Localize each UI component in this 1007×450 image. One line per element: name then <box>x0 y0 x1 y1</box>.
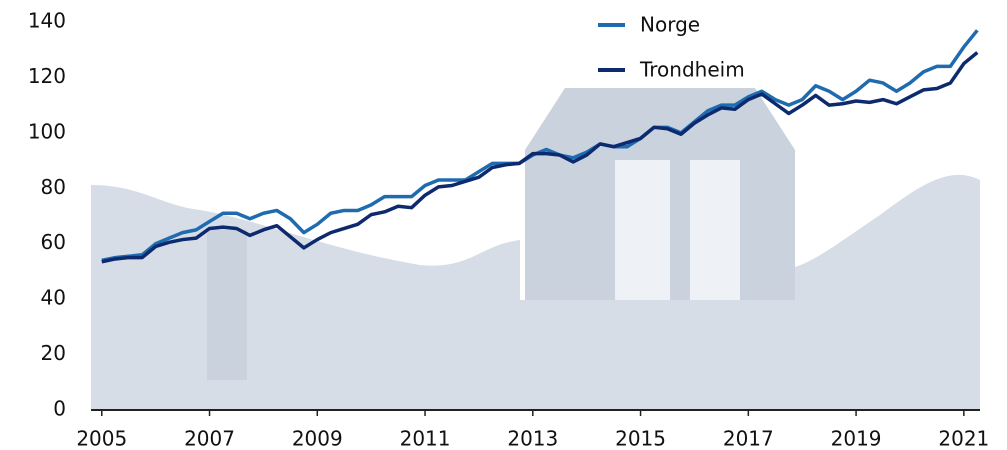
legend: Norge Trondheim <box>598 13 745 82</box>
x-tick-label: 2009 <box>292 427 343 450</box>
x-tick-label: 2019 <box>831 427 882 450</box>
x-tick-label: 2005 <box>76 427 127 450</box>
post <box>207 230 247 380</box>
x-tick-label: 2013 <box>507 427 558 450</box>
legend-label: Trondheim <box>639 58 745 82</box>
legend-label: Norge <box>640 13 700 37</box>
series-line <box>101 51 979 264</box>
x-tick-label: 2021 <box>938 427 989 450</box>
landscape <box>91 174 980 410</box>
y-tick-label: 60 <box>41 230 66 254</box>
house-window <box>615 160 670 300</box>
y-tick-label: 40 <box>41 286 66 310</box>
x-tick-label: 2017 <box>723 427 774 450</box>
x-tick-label: 2011 <box>400 427 451 450</box>
y-tick-label: 20 <box>41 341 66 365</box>
house-window <box>690 160 740 300</box>
y-tick-label: 140 <box>28 9 66 33</box>
x-tick-label: 2007 <box>184 427 235 450</box>
y-tick-label: 0 <box>53 397 66 421</box>
y-tick-label: 80 <box>41 175 66 199</box>
y-tick-label: 100 <box>28 119 66 143</box>
background-illustration <box>91 88 980 410</box>
y-tick-label: 120 <box>28 64 66 88</box>
x-tick-label: 2015 <box>615 427 666 450</box>
